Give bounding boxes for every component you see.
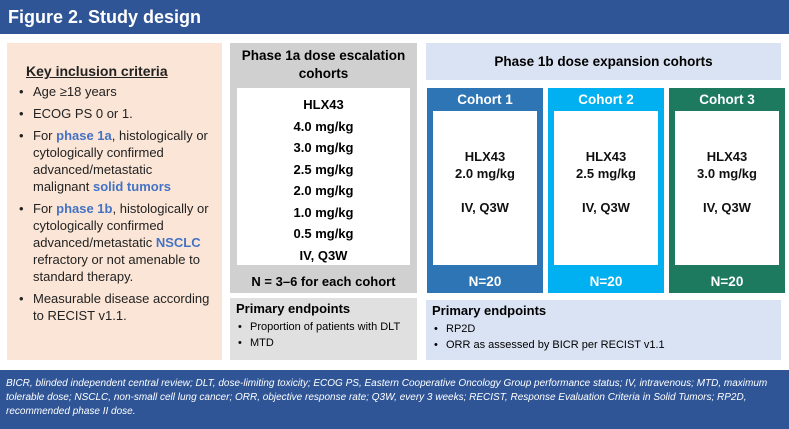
drug: HLX43	[303, 97, 344, 112]
inclusion-list: Age ≥18 years ECOG PS 0 or 1. For phase 1a…	[19, 83, 212, 324]
cohort-name: Cohort 1	[457, 92, 513, 107]
dose: 2.0 mg/kg	[293, 183, 354, 198]
inclusion-panel: Key inclusion criteria Age ≥18 years ECOG…	[7, 43, 222, 360]
text: For	[33, 128, 57, 143]
inclusion-title: Key inclusion criteria	[26, 63, 168, 79]
dose: 3.0 mg/kg	[293, 140, 354, 155]
cohort-name: Cohort 3	[699, 92, 755, 107]
text: Measurable disease according to RECIST v…	[33, 291, 210, 323]
endpoints-title: Primary endpoints	[432, 303, 547, 318]
highlight: NSCLC	[155, 235, 201, 250]
endpoint: Proportion of patients with DLT	[236, 319, 411, 335]
route: IV, Q3W	[582, 200, 630, 215]
endpoints-title: Primary endpoints	[236, 301, 351, 316]
dose: 1.0 mg/kg	[293, 204, 354, 220]
drug: HLX43	[706, 149, 748, 164]
drug: HLX43	[585, 149, 627, 164]
endpoints-1b: Primary endpoints RP2DORR as assessed by…	[426, 300, 781, 360]
dose: 4.0 mg/kg	[293, 118, 354, 134]
phase1b-title: Phase 1b dose expansion cohorts	[426, 43, 781, 80]
route: IV, Q3W	[299, 247, 348, 263]
dose: 2.0 mg/kg	[455, 166, 515, 181]
highlight: phase 1a	[56, 128, 112, 143]
criterion: Age ≥18 years	[19, 83, 212, 100]
text: Age ≥18 years	[33, 84, 117, 99]
cohort: Cohort 3 HLX43 3.0 mg/kg IV, Q3W N=20	[669, 88, 785, 293]
endpoint: RP2D	[432, 321, 775, 337]
cohort-box: HLX43 2.5 mg/kg IV, Q3W	[554, 111, 658, 265]
drug: HLX43	[464, 149, 506, 164]
dose: 2.5 mg/kg	[293, 161, 354, 177]
figure-title: Figure 2. Study design	[0, 0, 789, 34]
highlight: solid tumors	[92, 179, 171, 194]
route: IV, Q3W	[703, 200, 751, 215]
sample-size: N=20	[468, 274, 502, 289]
phase1a-panel: Phase 1a dose escalation cohorts HLX43 4…	[230, 43, 417, 293]
cohort: Cohort 2 HLX43 2.5 mg/kg IV, Q3W N=20	[548, 88, 664, 293]
cohort-box: HLX43 2.0 mg/kg IV, Q3W	[433, 111, 537, 265]
criterion: For phase 1b, histologically or cytologi…	[19, 200, 212, 285]
sample-size: N = 3–6 for each cohort	[251, 274, 396, 289]
endpoint: MTD	[236, 335, 411, 351]
phase1a-doses: HLX43 4.0 mg/kg 3.0 mg/kg 2.5 mg/kg 2.0 mg/…	[237, 88, 410, 265]
text: refractory or not amenable to standard t…	[33, 252, 200, 284]
dose: 0.5 mg/kg	[293, 226, 354, 241]
route: IV, Q3W	[461, 200, 509, 215]
cohort: Cohort 1 HLX43 2.0 mg/kg IV, Q3W N=20	[427, 88, 543, 293]
sample-size: N=20	[710, 274, 744, 289]
phase1a-title: Phase 1a dose escalation cohorts	[241, 48, 406, 81]
criterion: For phase 1a, histologically or cytologi…	[19, 127, 212, 195]
footnote: BICR, blinded independent central review…	[0, 370, 789, 429]
sample-size: N=20	[589, 274, 623, 289]
cohort-name: Cohort 2	[578, 92, 634, 107]
dose: 3.0 mg/kg	[697, 166, 757, 181]
criterion: Measurable disease according to RECIST v…	[19, 290, 212, 324]
text: , histologically or cytologically confir…	[33, 201, 209, 250]
text: For	[33, 201, 57, 216]
criterion: ECOG PS 0 or 1.	[19, 105, 212, 122]
text: , histologically or cytologically confir…	[33, 128, 208, 194]
cohort-box: HLX43 3.0 mg/kg IV, Q3W	[675, 111, 779, 265]
endpoints-1a: Primary endpoints Proportion of patients…	[230, 298, 417, 360]
text: ECOG PS 0 or 1.	[33, 106, 133, 121]
dose: 2.5 mg/kg	[576, 166, 636, 181]
endpoint: ORR as assessed by BICR per RECIST v1.1	[432, 337, 775, 353]
highlight: phase 1b	[56, 201, 113, 216]
